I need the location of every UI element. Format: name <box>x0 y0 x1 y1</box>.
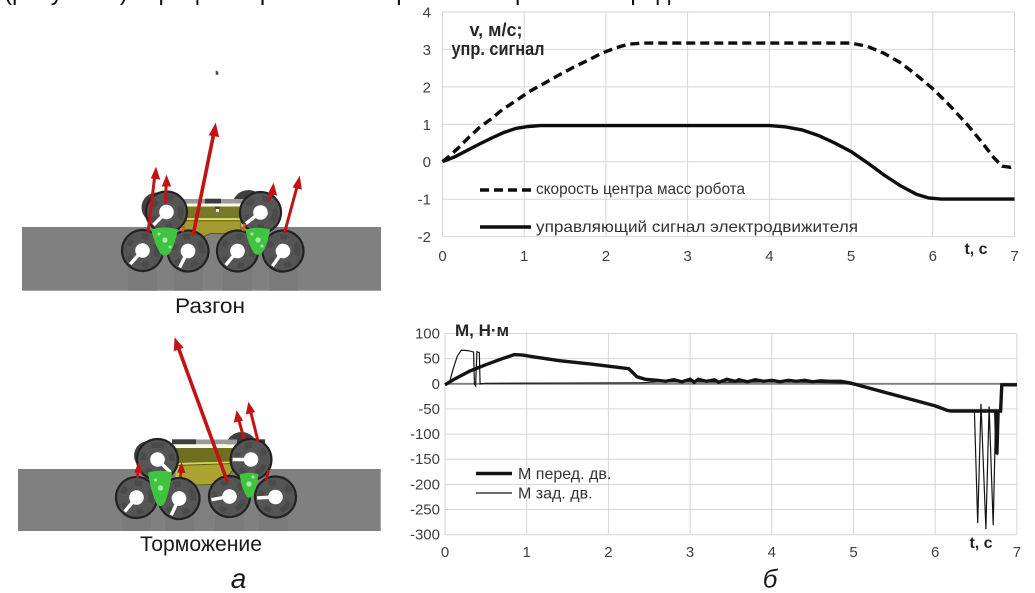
svg-text:-50: -50 <box>418 401 440 418</box>
svg-text:4: 4 <box>423 5 431 22</box>
svg-text:Разгон: Разгон <box>175 295 245 318</box>
svg-text:0: 0 <box>438 248 446 265</box>
svg-text:0: 0 <box>441 544 449 561</box>
svg-text:-1: -1 <box>418 192 431 209</box>
svg-text:а: а <box>231 563 247 593</box>
svg-text:6: 6 <box>929 248 937 265</box>
svg-text:1: 1 <box>523 544 531 561</box>
svg-text:2: 2 <box>423 79 431 96</box>
svg-text:упр. сигнал: упр. сигнал <box>452 39 545 59</box>
svg-text:4: 4 <box>765 248 773 265</box>
svg-text:0: 0 <box>423 154 431 171</box>
svg-text:М зад. дв.: М зад. дв. <box>518 486 593 503</box>
svg-text:М перед. дв.: М перед. дв. <box>518 466 611 483</box>
svg-text:t, с: t, с <box>964 241 987 258</box>
svg-text:2: 2 <box>602 248 610 265</box>
svg-text:1: 1 <box>423 117 431 134</box>
svg-text:3: 3 <box>686 544 694 561</box>
svg-text:5: 5 <box>849 544 857 561</box>
svg-text:7: 7 <box>1010 248 1018 265</box>
svg-text:Торможение: Торможение <box>140 532 262 556</box>
svg-text:7: 7 <box>1013 544 1021 561</box>
svg-text:4: 4 <box>768 544 776 561</box>
svg-text:100: 100 <box>415 326 440 343</box>
svg-text:-100: -100 <box>410 426 440 443</box>
svg-text:(рисунок 8). Процессы разгона: (рисунок 8). Процессы разгона и торможен… <box>4 0 684 6</box>
svg-text:1: 1 <box>520 248 528 265</box>
svg-text:-200: -200 <box>410 476 440 493</box>
svg-text:3: 3 <box>683 248 691 265</box>
svg-text:-2: -2 <box>418 229 431 246</box>
svg-text:0: 0 <box>432 376 440 393</box>
svg-text:-250: -250 <box>410 502 440 519</box>
svg-text:50: 50 <box>423 351 440 368</box>
svg-text:М, Н·м: М, Н·м <box>455 321 509 340</box>
svg-text:-150: -150 <box>410 451 440 468</box>
svg-text:-300: -300 <box>410 527 440 544</box>
svg-text:v, м/с;: v, м/с; <box>470 20 523 40</box>
svg-text:6: 6 <box>931 544 939 561</box>
svg-text:5: 5 <box>847 248 855 265</box>
svg-text:2: 2 <box>604 544 612 561</box>
svg-text:скорость центра масс робота: скорость центра масс робота <box>536 181 745 198</box>
svg-text:управляющий сигнал электродвиж: управляющий сигнал электродвижителя <box>536 219 858 236</box>
svg-text:t, с: t, с <box>969 535 992 552</box>
svg-text:3: 3 <box>423 42 431 59</box>
svg-text:б: б <box>763 564 779 593</box>
